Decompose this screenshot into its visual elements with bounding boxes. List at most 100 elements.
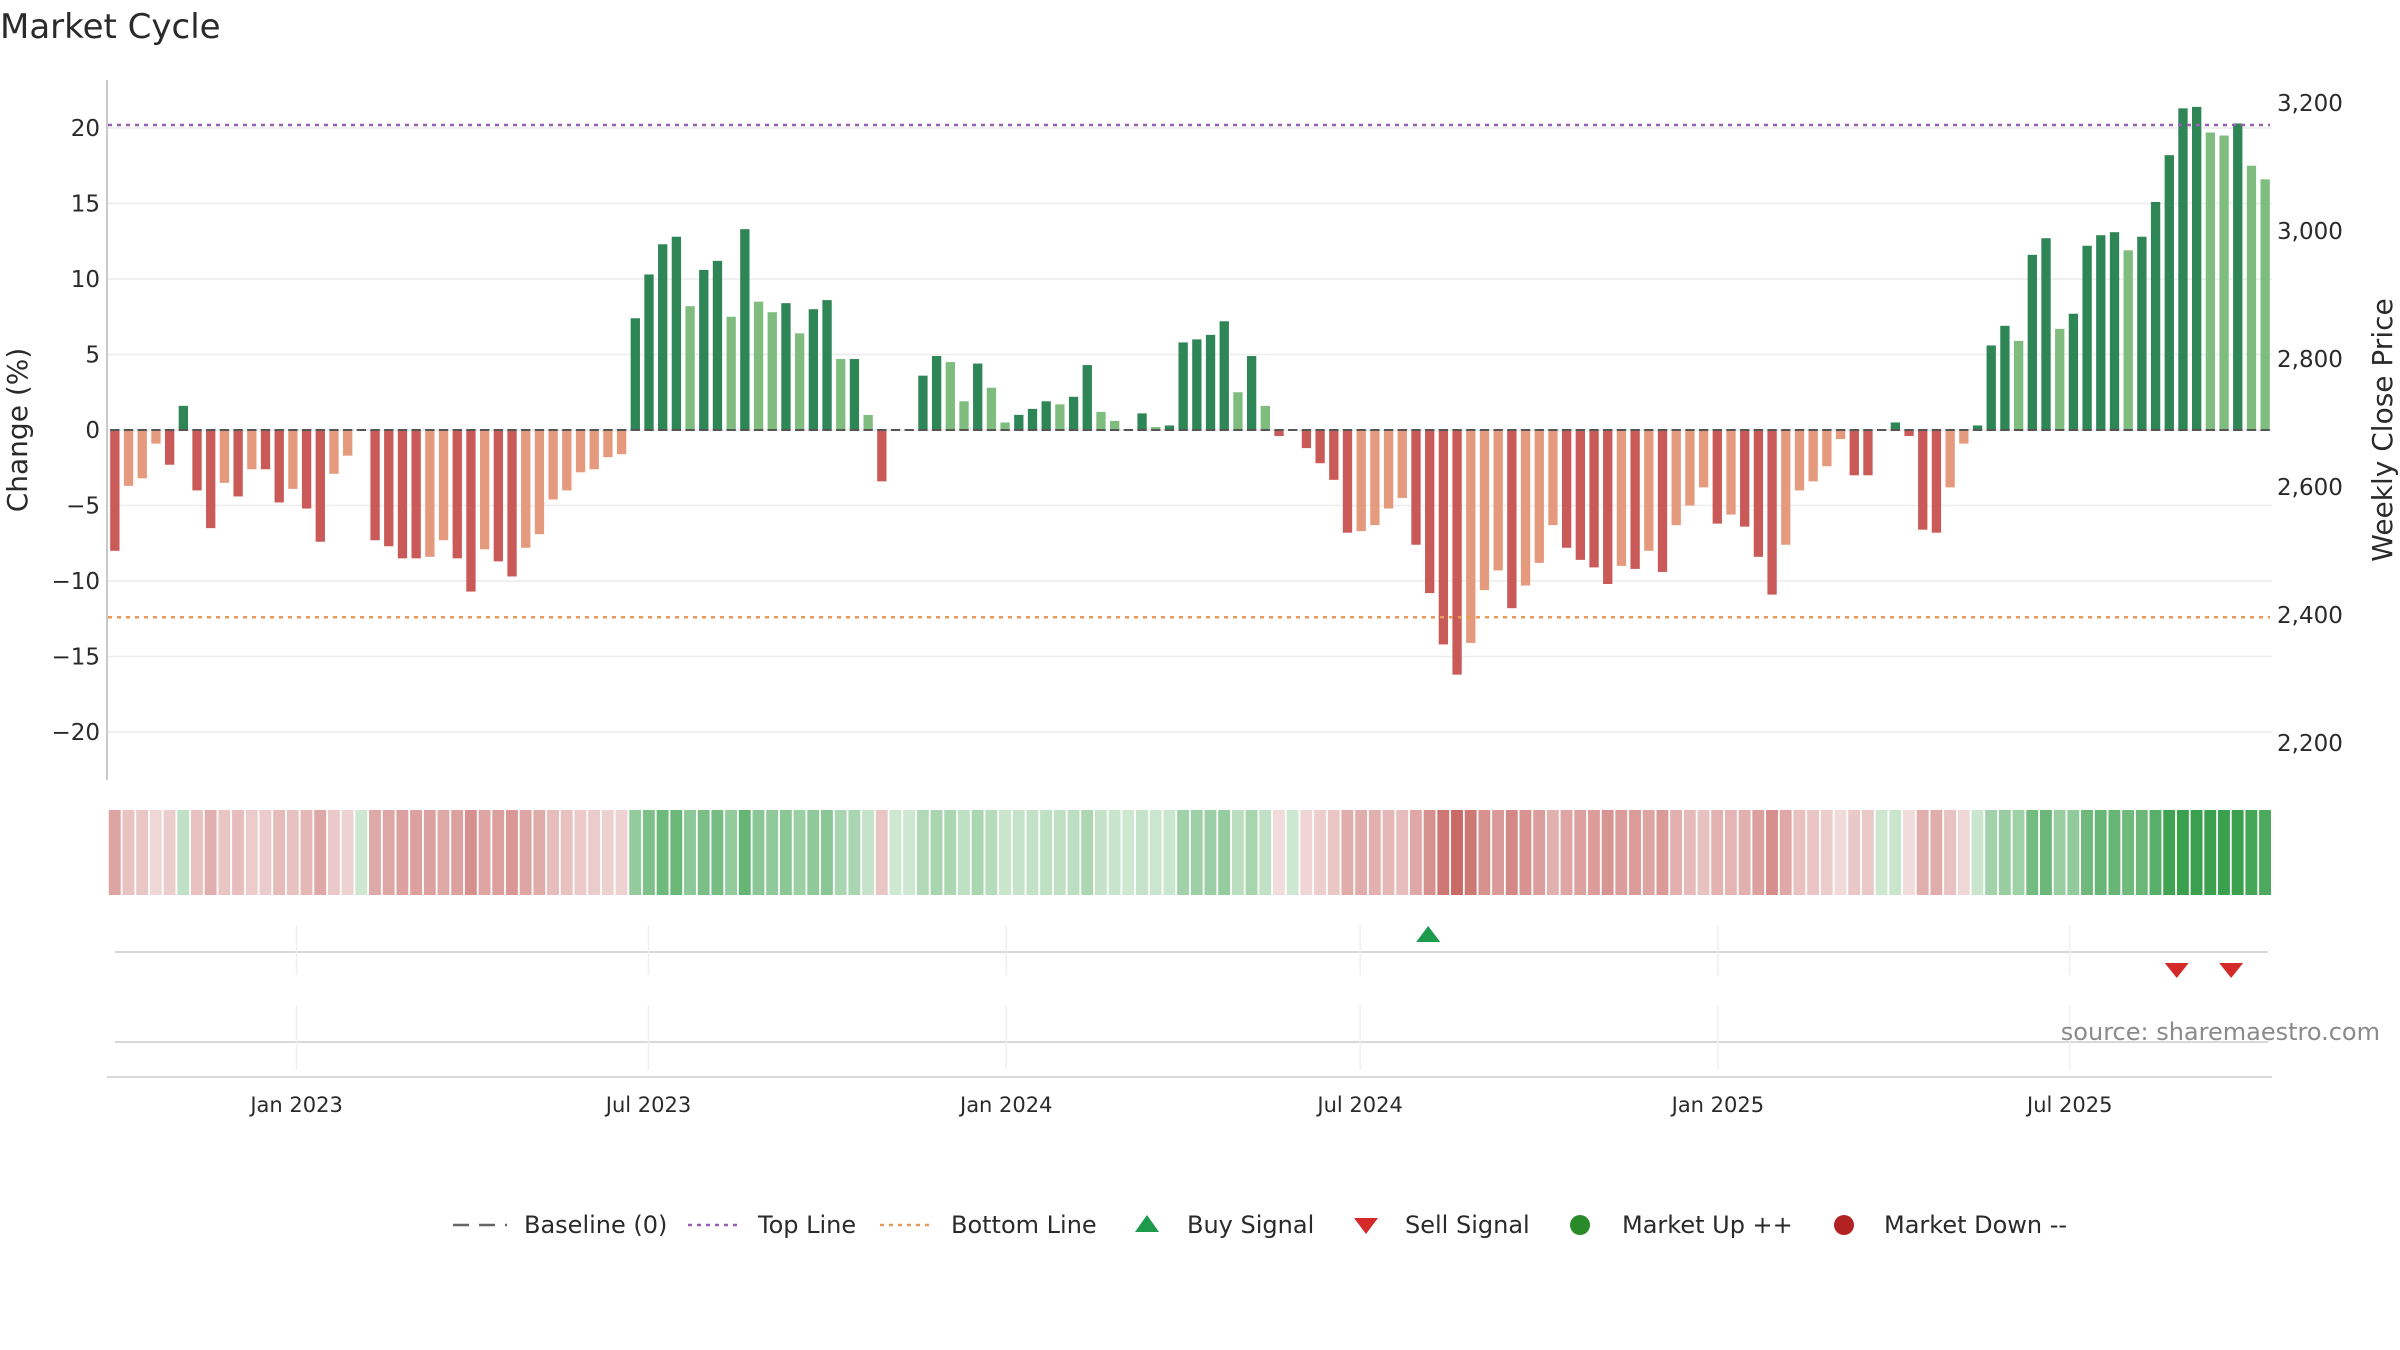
heat-cell — [725, 810, 738, 895]
heat-cell — [1944, 810, 1956, 895]
change-bar — [1959, 430, 1969, 444]
y2-tick-label: 2,600 — [2277, 475, 2343, 501]
y-tick-label: −20 — [51, 720, 100, 746]
change-bar — [137, 430, 147, 479]
change-bar — [1945, 430, 1955, 488]
heat-cell — [971, 810, 984, 895]
heat-cell — [1067, 810, 1080, 895]
heat-cell — [1409, 810, 1422, 895]
heat-cell — [1793, 810, 1806, 895]
change-bar — [740, 229, 750, 430]
heat-cell — [218, 810, 231, 895]
change-bar — [562, 430, 572, 491]
change-bar — [1192, 339, 1202, 430]
heat-cell — [1437, 810, 1450, 895]
heat-cell — [533, 810, 546, 895]
change-bar — [1575, 430, 1585, 560]
change-bar — [206, 430, 216, 529]
heat-cell — [1875, 810, 1888, 895]
heat-cell — [1629, 810, 1641, 895]
heat-cell — [410, 810, 423, 895]
heat-cell — [615, 810, 628, 895]
heat-cell — [1218, 810, 1231, 895]
y2-tick-label: 2,800 — [2277, 347, 2343, 373]
heat-cell — [1286, 810, 1299, 895]
change-bar — [425, 430, 435, 557]
change-bar — [1548, 430, 1558, 526]
change-bar — [2041, 238, 2051, 430]
change-bar — [452, 430, 462, 559]
change-bar — [219, 430, 230, 483]
heat-cell — [259, 810, 272, 895]
change-bar — [507, 430, 517, 577]
change-bar — [1096, 411, 1106, 430]
heat-cell — [314, 810, 327, 895]
change-bar — [1438, 430, 1449, 645]
change-bar — [2109, 232, 2120, 430]
heat-cell — [1601, 810, 1614, 895]
change-bar — [1767, 430, 1777, 595]
change-bar — [671, 236, 682, 430]
heat-cell — [327, 810, 340, 895]
change-bar — [274, 430, 284, 503]
y-tick-labels: 20 15 10 5 0 −5 −10 −15 −20 — [51, 116, 100, 746]
heat-cell — [848, 810, 861, 895]
change-bar — [479, 430, 490, 550]
change-bar — [973, 363, 983, 430]
heat-cell — [574, 810, 587, 895]
heat-cell — [2026, 810, 2039, 895]
change-bar — [877, 430, 887, 482]
panel-vertical-gridlines — [295, 925, 2071, 1070]
heat-cell — [464, 810, 477, 895]
change-bar — [1110, 420, 1120, 430]
x-tick-label: Jan 2024 — [958, 1093, 1053, 1117]
heat-cell — [1820, 810, 1833, 895]
heat-cell — [478, 810, 491, 895]
change-bar — [1753, 430, 1764, 557]
x-tick-label: Jan 2023 — [248, 1093, 343, 1117]
change-bar — [685, 306, 695, 430]
heat-cell — [149, 810, 162, 895]
x-tick-labels: Jan 2023 Jul 2023 Jan 2024 Jul 2024 Jan 2025… — [248, 1093, 2112, 1117]
change-bar — [315, 430, 325, 542]
heat-cell — [2231, 810, 2244, 895]
change-bar — [1534, 430, 1544, 563]
change-bar — [1890, 422, 1901, 430]
heat-cell — [1341, 810, 1354, 895]
heat-cell — [560, 810, 573, 895]
y2-tick-label: 2,200 — [2277, 731, 2343, 757]
heat-cell — [684, 810, 696, 895]
heat-cell — [2245, 810, 2258, 895]
heat-cell — [1478, 810, 1491, 895]
heat-cell — [944, 810, 957, 895]
heat-cell — [2149, 810, 2162, 895]
change-bar — [1082, 365, 1092, 430]
heat-cell — [862, 810, 874, 895]
heat-cell — [1505, 810, 1518, 895]
change-bar — [2027, 254, 2037, 430]
y-tick-label: −10 — [51, 569, 100, 595]
change-bar — [2233, 123, 2243, 430]
heat-cell — [1724, 810, 1737, 895]
change-bar — [1685, 430, 1695, 506]
change-bars — [110, 106, 2270, 675]
heat-cell — [1368, 810, 1381, 895]
change-bar — [1246, 356, 1257, 430]
change-bar — [918, 375, 928, 430]
change-bar — [822, 300, 832, 430]
heat-cell — [999, 810, 1011, 895]
legend-label: Sell Signal — [1405, 1211, 1530, 1239]
change-bar — [1383, 430, 1394, 509]
heat-cell — [642, 810, 655, 895]
change-bar — [2192, 106, 2202, 431]
heat-cell — [875, 810, 888, 895]
change-bar — [301, 430, 312, 509]
heat-cell — [396, 810, 409, 895]
heat-cell — [1711, 810, 1724, 895]
heat-cell — [2218, 810, 2230, 895]
heat-cell — [1177, 810, 1189, 895]
heat-cell — [588, 810, 601, 895]
change-bar — [1397, 430, 1407, 498]
heat-cell — [163, 810, 176, 895]
y-tick-label: 5 — [85, 343, 100, 369]
